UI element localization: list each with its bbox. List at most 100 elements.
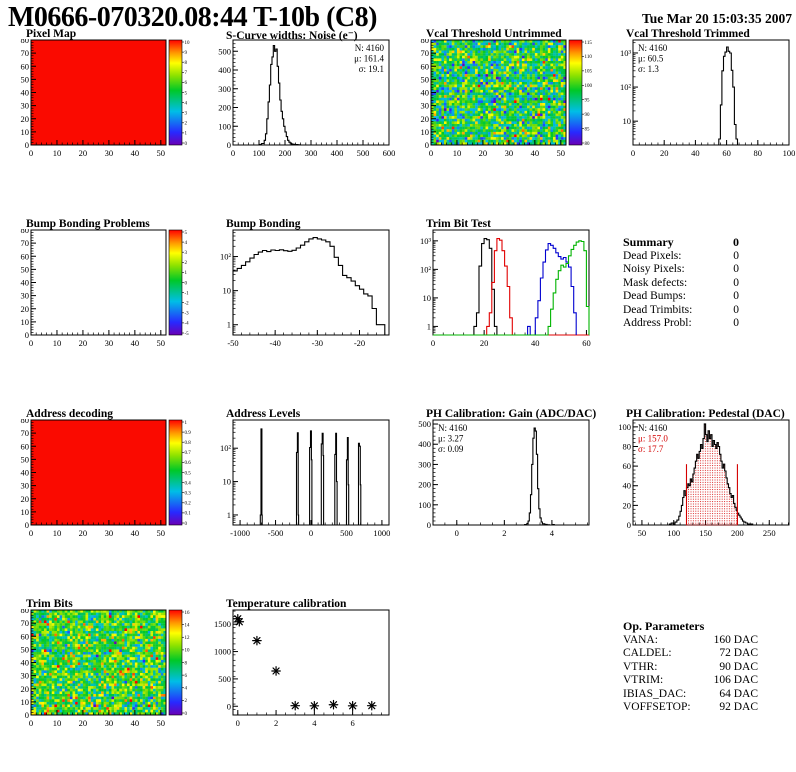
svg-text:0.4: 0.4 <box>185 481 192 486</box>
svg-text:10: 10 <box>223 286 232 296</box>
svg-text:0: 0 <box>227 140 231 150</box>
svg-text:0: 0 <box>29 528 33 538</box>
svg-text:60: 60 <box>21 441 30 451</box>
svg-text:20: 20 <box>623 500 632 510</box>
svg-text:σ: 17.7: σ: 17.7 <box>638 444 664 454</box>
svg-text:0.6: 0.6 <box>185 461 192 466</box>
address-decoding-title: Address decoding <box>26 408 114 420</box>
svg-text:40: 40 <box>21 468 30 478</box>
op-parameter-label: IBIAS_DAC: <box>623 687 687 700</box>
svg-text:20: 20 <box>421 114 430 124</box>
svg-text:σ: 1.3: σ: 1.3 <box>638 64 659 74</box>
summary-value: 0 <box>733 303 739 316</box>
svg-text:10: 10 <box>53 528 62 538</box>
svg-text:0.8: 0.8 <box>185 441 192 446</box>
panel-address-levels: Address Levels -1000 -500 0 500 1000 1 10 10² <box>206 408 406 542</box>
summary-value: 0 <box>733 290 739 303</box>
svg-text:100: 100 <box>618 422 631 432</box>
svg-text:20: 20 <box>79 148 88 158</box>
svg-text:0: 0 <box>425 140 429 150</box>
op-parameters-title: Op. Parameters <box>623 619 705 633</box>
svg-text:0: 0 <box>231 148 235 158</box>
svg-text:μ: 161.4: μ: 161.4 <box>354 54 384 64</box>
svg-text:40: 40 <box>531 148 540 158</box>
svg-text:500: 500 <box>340 528 353 538</box>
svg-text:30: 30 <box>21 291 30 301</box>
summary-label: Address Probl: <box>623 316 692 329</box>
pixel-map-title: Pixel Map <box>26 28 77 40</box>
svg-text:μ: 3.27: μ: 3.27 <box>438 434 464 444</box>
svg-text:0.1: 0.1 <box>185 512 192 517</box>
svg-text:0: 0 <box>427 520 431 530</box>
op-parameters-header: Op. Parameters <box>623 619 758 634</box>
svg-text:0: 0 <box>455 528 459 538</box>
svg-text:50: 50 <box>157 528 166 538</box>
page-title: M0666-070320.08:44 T-10b (C8) <box>8 2 377 33</box>
svg-text:4: 4 <box>185 241 188 246</box>
trim-bits-title: Trim Bits <box>26 598 73 610</box>
summary-value: 0 <box>733 263 739 276</box>
svg-text:70: 70 <box>21 48 30 58</box>
svg-text:80: 80 <box>21 229 30 235</box>
svg-text:-500: -500 <box>268 528 284 538</box>
svg-text:-4: -4 <box>185 322 190 327</box>
summary-row: Address Probl: 0 <box>623 317 739 330</box>
svg-text:30: 30 <box>421 101 430 111</box>
svg-text:20: 20 <box>480 338 489 348</box>
summary-value: 0 <box>733 316 739 329</box>
panel-op-parameters: Op. Parameters VANA: 160 DAC CALDEL: 72 DA… <box>606 598 796 732</box>
svg-text:1: 1 <box>185 421 188 426</box>
svg-text:500: 500 <box>357 148 370 158</box>
svg-text:0: 0 <box>631 148 635 158</box>
svg-text:10: 10 <box>21 507 30 517</box>
summary-row: Dead Bumps: 0 <box>623 290 739 303</box>
svg-text:95: 95 <box>585 99 591 104</box>
panel-pixel-map: Pixel Map 0 10 20 30 40 50 0 10 20 30 40 50 60 70 80 10… <box>6 28 206 162</box>
op-parameter-label: VTHR: <box>623 660 658 673</box>
svg-text:400: 400 <box>418 439 431 449</box>
svg-text:80: 80 <box>754 148 763 158</box>
svg-text:80: 80 <box>21 419 30 425</box>
svg-text:μ: 157.0: μ: 157.0 <box>638 434 668 444</box>
svg-text:60: 60 <box>421 61 430 71</box>
panel-bump-bonding: Bump Bonding -50 -40 -30 -20 1 10 10² <box>206 218 406 352</box>
svg-text:60: 60 <box>21 251 30 261</box>
op-parameter-row: VTRIM: 106 DAC <box>623 674 758 687</box>
svg-text:100: 100 <box>253 148 266 158</box>
panel-ph-gain: PH Calibration: Gain (ADC/DAC) 0 2 4 0 100 20… <box>406 408 606 542</box>
svg-text:115: 115 <box>585 41 593 46</box>
ph-gain-title: PH Calibration: Gain (ADC/DAC) <box>426 408 597 420</box>
op-parameter-value: 106 DAC <box>713 674 758 687</box>
op-parameter-row: VANA: 160 DAC <box>623 634 758 647</box>
svg-text:30: 30 <box>21 481 30 491</box>
svg-text:30: 30 <box>21 101 30 111</box>
svg-text:2: 2 <box>185 122 188 127</box>
svg-text:60: 60 <box>722 148 731 158</box>
svg-text:20: 20 <box>79 338 88 348</box>
panel-temperature-calibration: Temperature calibration 0 2 4 6 0 500 1000 1500 <box>206 598 406 732</box>
svg-text:80: 80 <box>585 142 591 147</box>
op-parameter-value: 90 DAC <box>719 660 758 673</box>
op-parameter-row: CALDEL: 72 DAC <box>623 647 758 660</box>
panel-address-decoding: Address decoding 0 10 20 30 40 50 0 10 20 30 40 50 6… <box>6 408 206 542</box>
svg-text:-1000: -1000 <box>230 528 250 538</box>
summary-label: Dead Pixels: <box>623 250 682 262</box>
svg-text:0.3: 0.3 <box>185 492 192 497</box>
op-parameter-label: VOFFSETOP: <box>623 700 691 713</box>
svg-text:100: 100 <box>667 528 680 538</box>
summary-row: Mask defects: 0 <box>623 277 739 290</box>
svg-text:0: 0 <box>29 148 33 158</box>
svg-text:-5: -5 <box>185 332 190 337</box>
svg-text:50: 50 <box>157 148 166 158</box>
op-parameter-value: 160 DAC <box>713 634 758 646</box>
summary-value: 0 <box>733 276 739 289</box>
svg-text:N: 4160: N: 4160 <box>438 423 468 433</box>
svg-text:-20: -20 <box>354 338 365 348</box>
temperature-calibration-title: Temperature calibration <box>226 598 347 610</box>
svg-text:-2: -2 <box>185 302 190 307</box>
svg-text:1: 1 <box>227 510 231 520</box>
